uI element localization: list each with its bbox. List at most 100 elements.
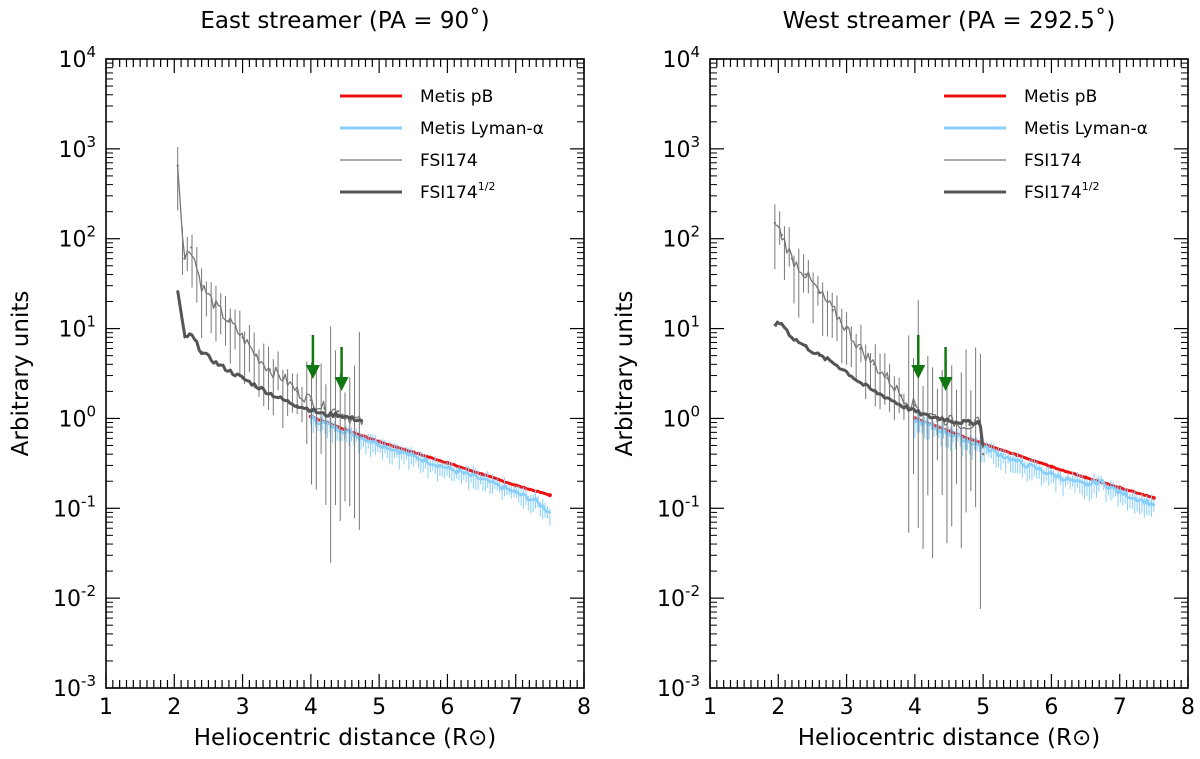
data-point bbox=[377, 442, 381, 446]
data-point bbox=[913, 404, 917, 407]
data-point bbox=[547, 493, 552, 498]
data-point bbox=[309, 398, 313, 402]
data-point bbox=[780, 233, 783, 237]
legend-label: FSI174 bbox=[420, 151, 478, 171]
y-tick-label: 101 bbox=[58, 313, 96, 343]
x-tick-label: 3 bbox=[840, 695, 854, 720]
series-fsi174-1-2 bbox=[176, 290, 364, 423]
data-point bbox=[872, 390, 876, 393]
y-tick-base: 10 bbox=[58, 138, 86, 163]
y-tick-exponent: -2 bbox=[81, 582, 96, 600]
data-point bbox=[1016, 460, 1019, 463]
legend-label: Metis Lyman-α bbox=[1024, 119, 1148, 139]
green-arrow-head bbox=[305, 365, 320, 379]
chart-panel-west: West streamer (PA = 292.5˚)1 2 3 4 5 6 7 810-31… bbox=[612, 7, 1195, 751]
data-point bbox=[900, 394, 903, 397]
data-point bbox=[183, 336, 186, 339]
data-point bbox=[831, 361, 835, 364]
data-point bbox=[773, 221, 777, 225]
y-tick-exponent: 2 bbox=[86, 223, 96, 241]
y-tick-base: 10 bbox=[657, 587, 685, 612]
data-point bbox=[214, 304, 217, 307]
series-fsi174 bbox=[773, 204, 985, 610]
green-arrow-head bbox=[334, 377, 349, 391]
y-tick-label: 10-2 bbox=[657, 582, 700, 612]
x-tick-label: 6 bbox=[1044, 695, 1058, 720]
data-point bbox=[804, 345, 807, 348]
data-point bbox=[818, 354, 821, 357]
y-tick-base: 10 bbox=[657, 497, 685, 522]
x-tick-label: 2 bbox=[771, 695, 785, 720]
legend-label: Metis pB bbox=[1024, 87, 1097, 107]
y-tick-label: 10-3 bbox=[657, 672, 700, 702]
y-tick-exponent: -1 bbox=[685, 492, 700, 510]
legend-label: Metis Lyman-α bbox=[420, 119, 544, 139]
data-point bbox=[336, 413, 340, 416]
data-point bbox=[190, 333, 193, 337]
y-tick-label: 103 bbox=[662, 133, 700, 163]
legend-label: FSI1741/2 bbox=[1024, 180, 1099, 203]
y-tick-base: 10 bbox=[662, 48, 690, 73]
data-point bbox=[780, 321, 783, 325]
data-point bbox=[200, 350, 203, 354]
data-point bbox=[1118, 491, 1121, 494]
data-point bbox=[241, 336, 244, 339]
x-tick-label: 1 bbox=[99, 695, 113, 720]
data-point bbox=[214, 361, 217, 364]
y-tick-exponent: -1 bbox=[81, 492, 96, 510]
x-tick-label: 8 bbox=[1181, 695, 1195, 720]
series-metis-lyman- bbox=[913, 412, 1156, 518]
y-tick-base: 10 bbox=[662, 318, 690, 343]
y-tick-label: 104 bbox=[662, 43, 700, 73]
y-tick-label: 10-1 bbox=[53, 492, 96, 522]
data-point bbox=[886, 377, 889, 380]
data-point bbox=[241, 377, 244, 380]
data-point bbox=[282, 377, 285, 380]
legend-label-text: Metis pB bbox=[1024, 87, 1097, 107]
data-point bbox=[790, 336, 794, 339]
data-point bbox=[296, 390, 299, 393]
data-point bbox=[818, 291, 821, 295]
data-point bbox=[1098, 480, 1101, 483]
y-tick-label: 104 bbox=[58, 43, 96, 73]
data-point bbox=[1083, 475, 1088, 480]
data-point bbox=[190, 246, 193, 249]
y-tick-exponent: 4 bbox=[86, 43, 96, 61]
y-tick-base: 10 bbox=[657, 677, 685, 702]
y-tick-base: 10 bbox=[662, 228, 690, 253]
data-point bbox=[176, 164, 179, 167]
y-tick-label: 102 bbox=[58, 223, 96, 253]
series-line bbox=[310, 415, 551, 514]
data-point bbox=[268, 392, 272, 395]
data-point bbox=[804, 273, 807, 276]
x-tick-label: 5 bbox=[372, 695, 386, 720]
data-point bbox=[323, 413, 326, 416]
data-point bbox=[859, 347, 862, 350]
y-tick-exponent: -3 bbox=[81, 672, 96, 690]
data-point bbox=[446, 466, 449, 470]
data-point bbox=[1151, 496, 1156, 501]
x-tick-label: 6 bbox=[440, 695, 454, 720]
data-point bbox=[845, 370, 848, 374]
data-point bbox=[1050, 472, 1053, 476]
data-point bbox=[360, 421, 364, 424]
data-point bbox=[296, 404, 299, 407]
series-line bbox=[914, 418, 1155, 507]
x-tick-label: 4 bbox=[304, 695, 318, 720]
y-tick-base: 10 bbox=[53, 677, 81, 702]
data-point bbox=[981, 452, 985, 456]
x-tick-label: 3 bbox=[236, 695, 250, 720]
data-point bbox=[927, 415, 930, 418]
chart-panel-east: East streamer (PA = 90˚)1 2 3 4 5 6 7 810-310-2… bbox=[8, 7, 591, 751]
legend-label: FSI174 bbox=[1024, 151, 1082, 171]
legend-label-text: Metis Lyman-α bbox=[420, 119, 544, 139]
data-point bbox=[886, 396, 889, 399]
data-point bbox=[183, 257, 186, 260]
data-point bbox=[227, 369, 231, 372]
series-fsi174 bbox=[176, 147, 364, 563]
y-tick-exponent: 3 bbox=[690, 133, 700, 151]
y-tick-base: 10 bbox=[58, 228, 86, 253]
y-tick-exponent: 1 bbox=[690, 313, 700, 331]
x-axis-label: Heliocentric distance (R⊙) bbox=[798, 725, 1100, 751]
y-tick-exponent: 4 bbox=[690, 43, 700, 61]
